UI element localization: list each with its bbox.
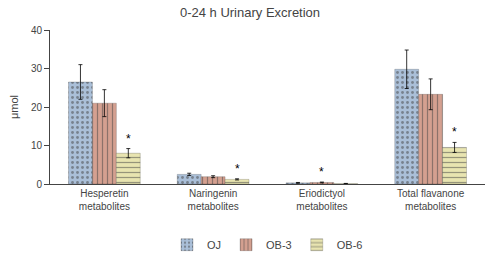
svg-text:0: 0 bbox=[36, 179, 42, 190]
svg-text:10: 10 bbox=[31, 140, 43, 151]
svg-text:OB-6: OB-6 bbox=[337, 239, 363, 251]
svg-text:*: * bbox=[452, 125, 457, 139]
svg-text:Hesperetinmetabolites: Hesperetinmetabolites bbox=[79, 188, 130, 212]
svg-text:μmol: μmol bbox=[8, 95, 20, 119]
svg-text:40: 40 bbox=[31, 25, 43, 36]
svg-text:Naringeninmetabolites: Naringeninmetabolites bbox=[188, 188, 239, 212]
svg-text:Total flavanonemetabolites: Total flavanonemetabolites bbox=[397, 188, 465, 212]
svg-text:*: * bbox=[319, 165, 324, 179]
svg-text:*: * bbox=[126, 132, 131, 146]
svg-text:20: 20 bbox=[31, 102, 43, 113]
svg-text:Eriodictyolmetabolites: Eriodictyolmetabolites bbox=[296, 188, 347, 212]
svg-text:0-24 h Urinary Excretion: 0-24 h Urinary Excretion bbox=[180, 5, 320, 20]
svg-text:30: 30 bbox=[31, 63, 43, 74]
svg-text:*: * bbox=[235, 162, 240, 176]
svg-text:OB-3: OB-3 bbox=[266, 239, 292, 251]
svg-text:OJ: OJ bbox=[207, 239, 221, 251]
